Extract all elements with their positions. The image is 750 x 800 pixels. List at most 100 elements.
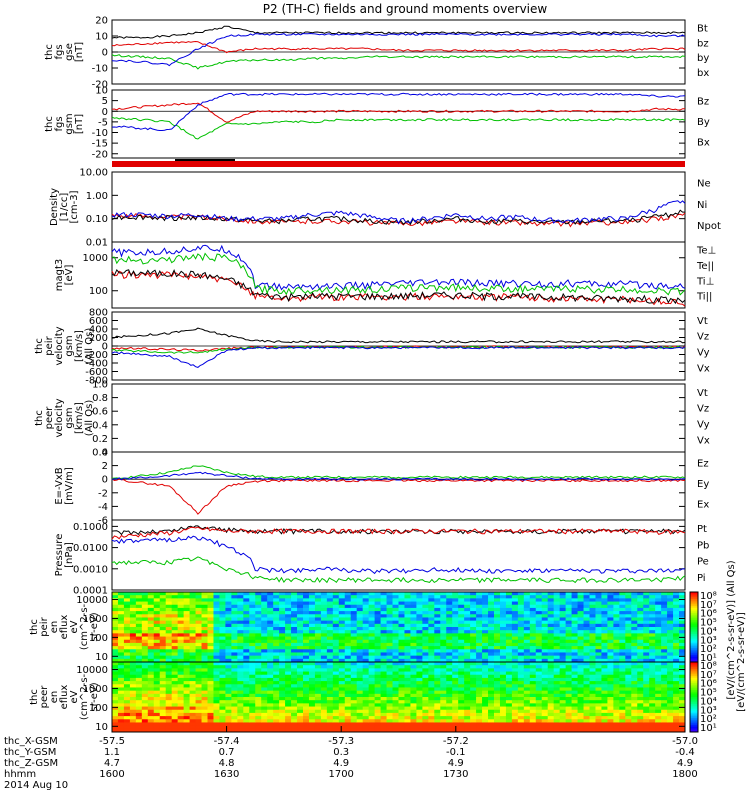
heatmap-cell [273,706,280,711]
colorbar-cell [690,644,698,647]
heatmap-cell [464,706,471,711]
heatmap-cell [440,709,447,714]
heatmap-cell [571,604,579,609]
heatmap-cell [643,703,650,708]
heatmap-cell [285,652,292,657]
heatmap-cell [177,697,185,701]
colorbar-tick-label: 10⁴ [700,626,717,637]
heatmap-cell [129,658,137,663]
heatmap-cell [314,697,322,701]
heatmap-cell [225,636,232,641]
heatmap-cell [273,722,280,727]
heatmap-cell [171,630,179,634]
heatmap-cell [613,709,620,714]
heatmap-cell [153,725,161,730]
heatmap-cell [452,652,459,657]
heatmap-cell [249,684,256,688]
heatmap-cell [446,646,453,650]
heatmap-cell [297,633,304,638]
heatmap-cell [416,646,423,650]
heatmap-cell [291,703,298,708]
heatmap-cell [446,693,453,698]
heatmap-cell [386,674,394,679]
heatmap-cell [631,690,638,695]
heatmap-cell [404,627,411,631]
heatmap-cell [511,674,519,679]
y-axis-label: thcpeerenefluxeV(cm^2-s-sr-eV) [29,673,100,720]
colorbar-cell [690,600,698,603]
heatmap-cell [476,614,483,618]
heatmap-cell [589,662,596,666]
heatmap-cell [601,674,608,679]
heatmap-cell [314,604,322,609]
heatmap-cell [231,719,238,723]
heatmap-cell [147,646,155,650]
heatmap-cell [434,630,441,634]
heatmap-cell [416,623,423,628]
heatmap-cell [135,649,143,653]
heatmap-cell [553,633,561,638]
heatmap-cell [320,722,328,727]
legend-vel_peer-0: Vt [697,388,708,399]
heatmap-cell [416,684,423,688]
heatmap-cell [279,652,286,657]
heatmap-cell [505,703,513,708]
heatmap-cell [285,639,292,644]
heatmap-cell [171,687,179,692]
heatmap-cell [189,665,197,669]
heatmap-cell [589,607,596,612]
y-axis-label-line: en [49,691,60,704]
heatmap-cell [673,633,680,638]
heatmap-cell [464,630,471,634]
heatmap-cell [207,595,214,599]
heatmap-cell [291,652,298,657]
colorbar-cell [690,632,698,635]
heatmap-cell [398,623,405,628]
heatmap-cell [165,607,173,612]
heatmap-cell [637,614,644,618]
heatmap-cell [595,684,602,688]
heatmap-cell [189,627,197,631]
heatmap-cell [201,684,208,688]
heatmap-cell [183,674,191,679]
heatmap-cell [446,684,453,688]
heatmap-cell [571,722,579,727]
heatmap-cell [619,655,626,660]
heatmap-cell [505,592,513,596]
heatmap-cell [446,658,453,663]
heatmap-cell [273,614,280,618]
heatmap-cell [523,658,531,663]
heatmap-cell [637,700,644,704]
heatmap-cell [589,693,596,698]
heatmap-cell [279,662,286,666]
heatmap-cell [589,706,596,711]
heatmap-cell [553,693,561,698]
heatmap-cell [303,697,310,701]
heatmap-cell [577,630,585,634]
heatmap-cell [177,642,185,647]
heatmap-cell [511,595,519,599]
heatmap-cell [631,636,638,641]
heatmap-cell [237,604,244,609]
heatmap-cell [141,652,149,657]
heatmap-cell [243,671,250,676]
heatmap-cell [380,671,388,676]
heatmap-cell [673,681,680,685]
heatmap-cell [392,681,399,685]
heatmap-cell [416,655,423,660]
heatmap-cell [135,592,143,596]
heatmap-cell [332,728,340,733]
y-tick-label: -10 [92,64,108,75]
heatmap-cell [541,716,549,720]
heatmap-cell [583,716,590,720]
heatmap-cell [362,592,370,596]
legend-vel_peer-3: Vx [697,435,710,446]
heatmap-cell [135,712,143,717]
heatmap-cell [661,677,668,682]
heatmap-cell [416,703,423,708]
heatmap-cell [332,646,340,650]
heatmap-cell [201,722,208,727]
heatmap-cell [631,617,638,622]
heatmap-cell [601,595,608,599]
heatmap-cell [631,607,638,612]
